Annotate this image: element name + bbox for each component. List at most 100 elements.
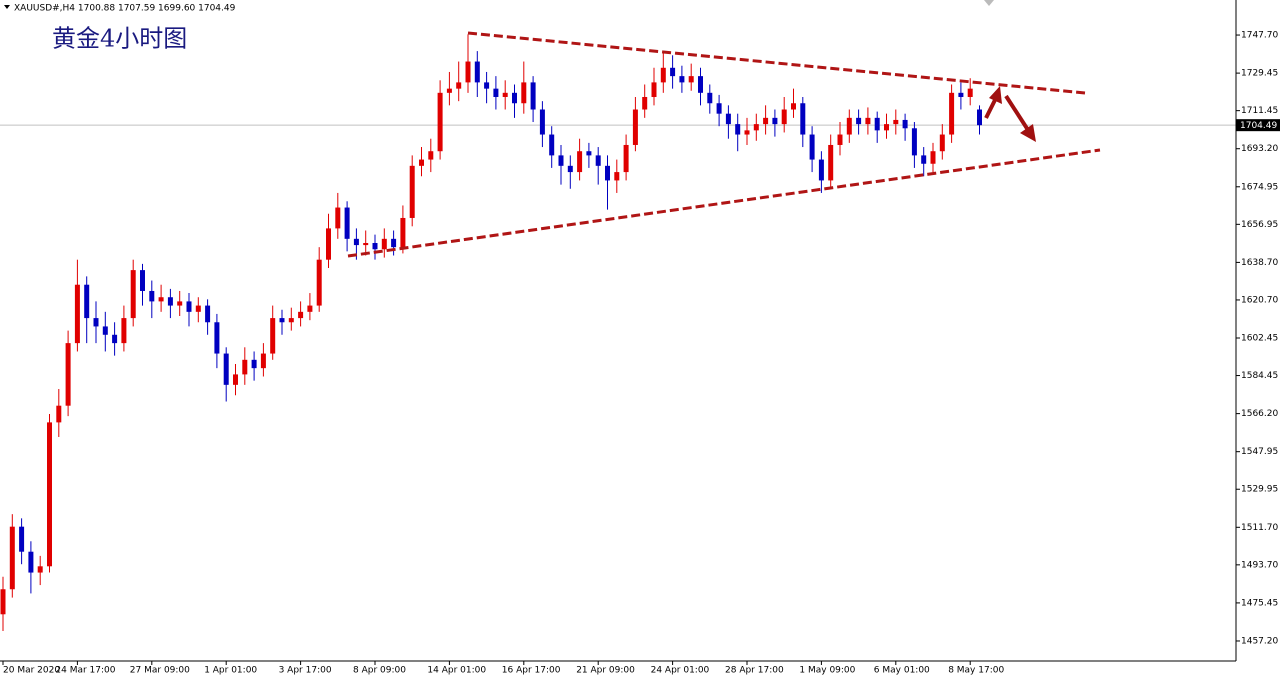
candle-body — [381, 238, 387, 250]
candle-body — [586, 151, 592, 156]
candle-body — [391, 238, 397, 248]
candle-body — [930, 151, 936, 164]
candle-body — [642, 96, 648, 110]
y-tick-label: 1493.70 — [1241, 560, 1278, 570]
x-tick-label: 3 Apr 17:00 — [279, 666, 332, 676]
candle-body — [921, 155, 927, 164]
candle-body — [977, 109, 982, 126]
candle-body — [121, 318, 127, 344]
candle-body — [279, 318, 285, 323]
y-tick-label: 1566.20 — [1241, 409, 1278, 419]
x-tick-label: 27 Mar 09:00 — [130, 666, 190, 676]
candle-body — [400, 217, 406, 248]
candle-body — [949, 92, 955, 135]
candle-body — [195, 305, 201, 312]
x-tick-label: 24 Mar 17:00 — [55, 666, 115, 676]
candle-body — [9, 526, 15, 590]
candle-body — [884, 124, 889, 131]
candle-body — [149, 290, 155, 302]
candle-body — [753, 124, 759, 131]
candle-body — [605, 165, 610, 181]
candle-body — [874, 117, 880, 131]
candle-body — [772, 117, 778, 125]
candle-body — [670, 67, 676, 77]
y-tick-label: 1711.45 — [1241, 106, 1278, 116]
candle-body — [223, 353, 229, 385]
x-tick-label: 16 Apr 17:00 — [502, 666, 561, 676]
x-tick-label: 8 May 17:00 — [948, 666, 1004, 676]
candle-body — [911, 128, 917, 156]
y-tick-label: 1584.45 — [1241, 371, 1278, 381]
candle-body — [409, 165, 415, 218]
x-tick-label: 1 Apr 01:00 — [204, 666, 257, 676]
candle-body — [567, 165, 573, 173]
candle-body — [539, 109, 545, 135]
candle-body — [456, 82, 462, 89]
y-tick-label: 1529.95 — [1241, 485, 1278, 495]
y-tick-label: 1638.70 — [1241, 258, 1278, 268]
candle-body — [763, 117, 769, 125]
candle-body — [818, 159, 824, 181]
y-tick-label: 1547.95 — [1241, 447, 1278, 457]
y-tick-label: 1475.45 — [1241, 598, 1278, 608]
candle-body — [446, 88, 452, 93]
candle-body — [353, 238, 359, 246]
candle-body — [791, 103, 796, 110]
candle-body — [837, 134, 843, 145]
candle-body — [725, 113, 731, 125]
y-tick-label: 1602.45 — [1241, 334, 1278, 344]
candle-body — [558, 155, 564, 166]
candle-body — [363, 242, 369, 246]
candle-body — [512, 92, 517, 104]
candle-body — [260, 353, 266, 369]
candle-body — [130, 270, 136, 319]
candle-body — [102, 326, 108, 335]
candle-body — [744, 130, 750, 135]
candle-body — [939, 134, 945, 152]
candle-body — [679, 76, 685, 83]
candle-body — [521, 82, 527, 104]
arrow-down — [1004, 94, 1030, 132]
last-price-label: 1704.49 — [1240, 121, 1277, 131]
candle-body — [660, 67, 666, 83]
candle-body — [623, 144, 629, 173]
candle-body — [419, 159, 424, 166]
x-tick-label: 8 Apr 09:00 — [353, 666, 406, 676]
candle-body — [846, 117, 852, 135]
candle-body — [651, 82, 657, 97]
candle-body — [112, 334, 118, 344]
lower-trend-line — [347, 148, 1101, 258]
candle-body — [856, 117, 862, 125]
candle-body — [716, 103, 722, 114]
candle-body — [270, 318, 276, 354]
y-tick-label: 1693.20 — [1241, 144, 1278, 154]
y-tick-label: 1511.70 — [1241, 523, 1278, 533]
x-tick-label: 20 Mar 2020 — [3, 666, 60, 676]
candle-body — [698, 76, 703, 93]
candle-body — [251, 359, 257, 369]
header-arrow — [4, 5, 10, 9]
candle-body — [65, 343, 71, 406]
candle-body — [326, 228, 331, 260]
candle-body — [242, 359, 248, 375]
candle-body — [902, 119, 908, 129]
candle-body — [28, 551, 34, 573]
candle-body — [19, 526, 25, 552]
arrow-down-head — [1020, 124, 1036, 142]
candle-body — [205, 305, 211, 323]
x-tick-label: 6 May 01:00 — [874, 666, 930, 676]
y-tick-label: 1457.20 — [1241, 636, 1278, 646]
chart-title: 黄金4小时图 — [52, 25, 187, 53]
x-tick-label: 28 Apr 17:00 — [725, 666, 784, 676]
candle-body — [688, 76, 694, 83]
candle-body — [595, 155, 601, 166]
candle-body — [167, 297, 173, 306]
candle-body — [809, 134, 815, 160]
candle-body — [233, 374, 238, 385]
y-tick-label: 1674.95 — [1241, 182, 1278, 192]
candle-body — [428, 151, 434, 160]
candle-body — [56, 405, 62, 423]
candle-body — [893, 119, 899, 125]
y-tick-label: 1747.70 — [1241, 31, 1278, 41]
